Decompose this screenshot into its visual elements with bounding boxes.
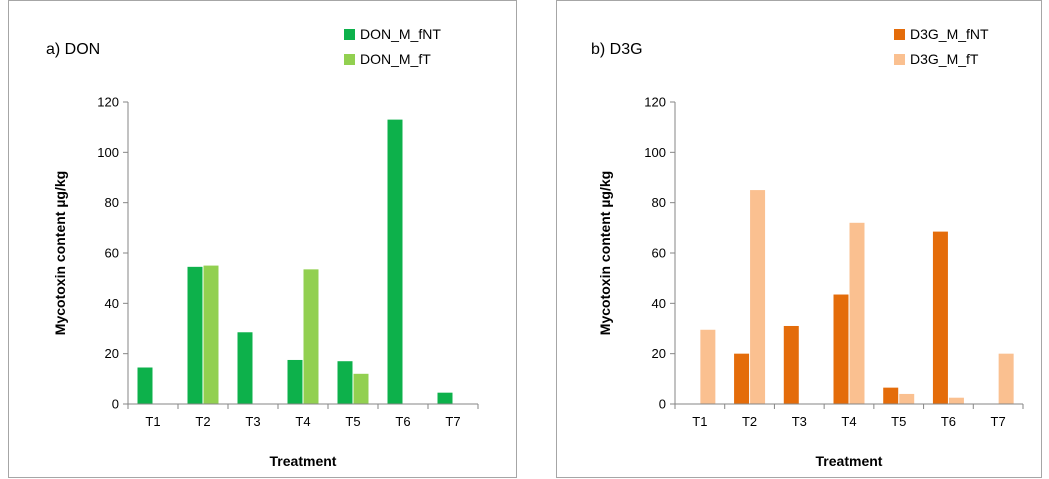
legend-label: DON_M_fT (360, 51, 431, 67)
y-tick-label: 80 (105, 195, 119, 210)
bar-d3g-m-fnt-t4 (833, 294, 849, 404)
x-tick-label: T3 (245, 414, 260, 429)
bar-d3g-m-fnt-t5 (883, 387, 899, 404)
bar-don-m-fnt-t7 (437, 392, 453, 404)
x-tick-label: T4 (295, 414, 310, 429)
x-tick-label: T2 (742, 414, 757, 429)
x-tick-label: T6 (395, 414, 410, 429)
x-tick-label: T7 (445, 414, 460, 429)
y-tick-label: 20 (652, 346, 666, 361)
legend-swatch (894, 29, 905, 40)
bar-d3g-m-ft-t4 (849, 222, 865, 404)
x-tick-label: T3 (792, 414, 807, 429)
y-axis-title: Mycotoxin content µg/kg (597, 171, 613, 335)
bar-d3g-m-ft-t7 (998, 353, 1014, 404)
y-tick-label: 100 (644, 145, 666, 160)
y-tick-label: 40 (105, 296, 119, 311)
y-tick-label: 20 (105, 346, 119, 361)
y-tick-label: 100 (97, 145, 119, 160)
x-tick-label: T5 (345, 414, 360, 429)
y-tick-label: 120 (97, 95, 119, 110)
y-axis-title: Mycotoxin content µg/kg (52, 171, 68, 335)
y-tick-label: 60 (105, 246, 119, 261)
x-tick-label: T1 (145, 414, 160, 429)
y-tick-label: 0 (112, 397, 119, 412)
bar-d3g-m-fnt-t2 (734, 353, 750, 404)
x-tick-label: T2 (195, 414, 210, 429)
chart-d3g: b) D3G 0 20 40 60 80 100 120 T1 T2 T3 T4 T5 T6 T7 Treat… (591, 26, 1024, 469)
bar-don-m-ft-t2 (203, 265, 219, 404)
x-tick-label: T7 (991, 414, 1006, 429)
y-tick-label: 0 (659, 397, 666, 412)
chart-don: a) DON 0 20 40 60 80 100 120 T1 T2 T3 T4 T5 T6 T7 Treat… (46, 26, 479, 469)
legend-swatch (894, 54, 905, 65)
x-tick-label: T6 (941, 414, 956, 429)
bar-d3g-m-ft-t6 (948, 397, 964, 404)
bar-d3g-m-fnt-t6 (932, 231, 948, 404)
bar-d3g-m-ft-t1 (700, 329, 716, 404)
bar-d3g-m-ft-t5 (899, 393, 915, 404)
y-tick-label: 80 (652, 195, 666, 210)
y-tick-label: 40 (652, 296, 666, 311)
x-tick-label: T1 (692, 414, 707, 429)
chart-panel-don: a) DON 0 20 40 60 80 100 120 T1 T2 T3 T4 T5 T6 T7 Treat… (8, 0, 517, 478)
legend-swatch (344, 54, 355, 65)
bar-don-m-fnt-t2 (187, 266, 203, 404)
panel-title: a) DON (46, 41, 100, 58)
legend-label: DON_M_fNT (360, 26, 441, 42)
chart-panel-d3g: b) D3G 0 20 40 60 80 100 120 T1 T2 T3 T4 T5 T6 T7 Treat… (556, 0, 1042, 478)
bar-d3g-m-ft-t2 (750, 190, 766, 404)
bar-don-m-fnt-t3 (237, 332, 253, 404)
y-tick-label: 120 (644, 95, 666, 110)
bar-d3g-m-fnt-t3 (783, 325, 799, 404)
x-axis-title: Treatment (270, 453, 337, 469)
legend-swatch (344, 29, 355, 40)
bar-don-m-fnt-t5 (337, 361, 353, 404)
bar-don-m-fnt-t6 (387, 119, 403, 404)
bar-don-m-ft-t5 (353, 373, 369, 404)
panel-title: b) D3G (591, 41, 643, 58)
bar-don-m-fnt-t1 (137, 367, 153, 404)
legend-label: D3G_M_fNT (910, 26, 989, 42)
y-tick-label: 60 (652, 246, 666, 261)
legend-label: D3G_M_fT (910, 51, 979, 67)
bar-don-m-fnt-t4 (287, 359, 303, 404)
x-tick-label: T5 (891, 414, 906, 429)
x-tick-label: T4 (841, 414, 856, 429)
bar-don-m-ft-t4 (303, 269, 319, 404)
x-axis-title: Treatment (816, 453, 883, 469)
